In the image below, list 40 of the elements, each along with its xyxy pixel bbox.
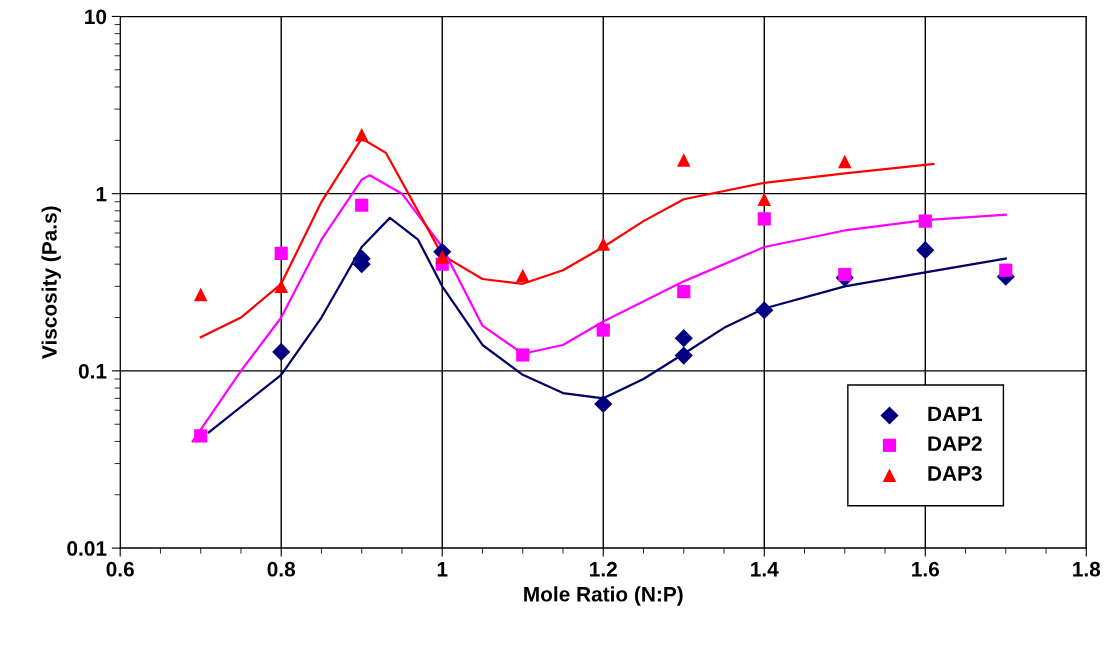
point xyxy=(674,329,693,348)
point xyxy=(594,394,613,414)
x-tick-label: 1.4 xyxy=(751,562,779,577)
point xyxy=(193,287,208,302)
x-tick-label: 0.6 xyxy=(106,561,134,577)
x-tick-label: 1 xyxy=(437,562,448,577)
legend-label: DAP3 xyxy=(928,466,982,481)
point xyxy=(596,323,610,337)
point xyxy=(516,348,530,362)
point xyxy=(515,268,530,283)
y-tick-label: 1 xyxy=(96,186,107,202)
x-tick-label: 0.8 xyxy=(267,561,296,577)
point xyxy=(355,198,369,212)
point xyxy=(676,153,691,167)
point xyxy=(674,346,693,365)
point xyxy=(274,246,288,261)
point xyxy=(272,342,291,361)
point xyxy=(918,214,932,228)
y-axis-title: Viscosity (Pa.s) xyxy=(41,206,61,359)
legend-label: DAP1 xyxy=(928,406,982,421)
point xyxy=(757,212,771,226)
point xyxy=(354,127,369,142)
point xyxy=(757,192,772,207)
y-tick-label: 0.01 xyxy=(67,541,107,556)
point xyxy=(194,429,208,443)
point xyxy=(677,285,691,299)
point xyxy=(755,301,774,320)
y-tick-label: 0.1 xyxy=(78,363,107,379)
y-tick-label: 10 xyxy=(85,9,107,25)
point xyxy=(596,237,611,251)
x-tick-label: 1.6 xyxy=(912,561,939,577)
point xyxy=(916,241,935,260)
point xyxy=(838,267,852,282)
legend-label: DAP2 xyxy=(928,436,982,451)
x-axis-title: Mole Ratio (N:P) xyxy=(524,586,683,606)
point xyxy=(999,263,1013,277)
point xyxy=(838,154,852,169)
x-tick-label: 1.8 xyxy=(1073,561,1101,577)
x-tick-label: 1.2 xyxy=(590,561,617,577)
point xyxy=(274,279,288,294)
